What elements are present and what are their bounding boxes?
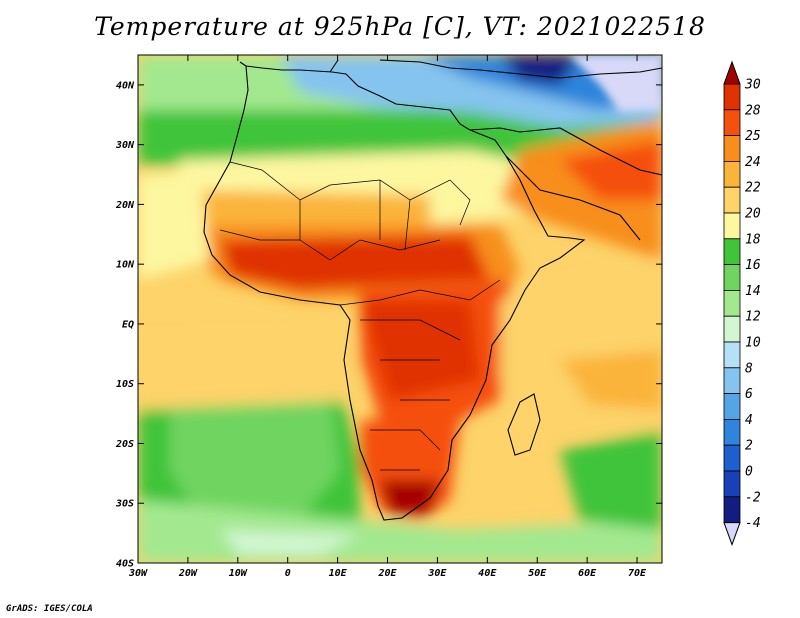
colorbar-level-label: 0 <box>745 465 753 480</box>
colorbar-level-label: 18 <box>745 232 761 247</box>
colorbar-segment <box>723 212 741 240</box>
temperature-field <box>138 55 662 563</box>
field-kalahari-core <box>380 480 440 515</box>
colorbar-level-label: 4 <box>745 413 753 428</box>
field-indian-orange <box>560 350 662 410</box>
colorbar-segment <box>723 393 741 420</box>
lat-tick-label: 10S <box>116 379 134 390</box>
colorbar-segment <box>723 496 741 523</box>
field-indian-green <box>560 430 662 530</box>
lon-tick-label: 60E <box>578 568 597 579</box>
lon-tick-label: 40E <box>478 568 497 579</box>
lon-axis: 30W 20W 10W 0 10E 20E 30E 40E 50E 60E 70E <box>128 55 647 579</box>
colorbar-segment <box>723 135 741 162</box>
field-sahel-red <box>220 235 490 290</box>
europe-coast <box>239 59 662 79</box>
colorbar-segment <box>723 470 741 498</box>
lon-tick-label: 70E <box>628 568 647 579</box>
colorbar-segment <box>723 289 741 317</box>
footer-credit: GrADS: IGES/COLA <box>6 604 93 614</box>
africa-coast <box>203 65 586 521</box>
lat-tick-label: 20S <box>115 439 134 450</box>
colorbar-segment <box>723 264 741 291</box>
colorbar-segment <box>723 315 741 343</box>
colorbar-level-label: 16 <box>745 258 761 273</box>
lon-tick-label: 30E <box>427 568 447 579</box>
arabia-coast <box>469 127 662 241</box>
colorbar-level-label: 30 <box>744 78 761 93</box>
colorbar-level-label: 24 <box>745 155 761 170</box>
colorbar-level-label: 2 <box>745 439 753 454</box>
map-frame <box>137 54 663 564</box>
colorbar-segment <box>723 160 741 188</box>
colorbar-level-label: 28 <box>745 103 761 118</box>
colorbar-segment <box>723 418 741 446</box>
colorbar-segment <box>723 367 741 394</box>
colorbar-level-label: -4 <box>745 516 761 531</box>
borders <box>219 161 501 471</box>
colorbar-segment <box>723 109 741 137</box>
country-borders <box>219 161 501 471</box>
colorbar-level-label: 20 <box>745 207 761 222</box>
lat-tick-label: EQ <box>122 319 134 330</box>
colorbar-segment <box>723 186 741 214</box>
madagascar-coast <box>507 393 541 456</box>
colorbar-top-arrow <box>723 60 741 85</box>
lat-tick-label: 30S <box>115 499 134 510</box>
coastlines <box>203 59 662 521</box>
lon-tick-label: 30W <box>128 568 148 579</box>
colorbar-level-label: 22 <box>745 181 761 196</box>
lon-tick-label: 10E <box>329 568 348 579</box>
lon-tick-label: 0 <box>285 568 291 579</box>
colorbar-level-label: -2 <box>745 490 761 505</box>
lon-tick-label: 20E <box>377 568 397 579</box>
colorbar-segment <box>723 83 741 111</box>
map-title: Temperature at 925hPa [C], VT: 202102251… <box>94 12 706 41</box>
colorbar-segment <box>723 444 741 472</box>
field-gulf-yellow <box>138 335 360 410</box>
colorbar-segment <box>723 238 741 266</box>
colorbar-level-label: 12 <box>745 310 761 325</box>
lon-tick-label: 10W <box>229 568 248 579</box>
field-atlantic-core <box>170 400 340 520</box>
colorbar-segment <box>723 341 741 369</box>
field-central-core <box>360 300 480 400</box>
field-south-cold <box>220 530 360 555</box>
colorbar-level-label: 6 <box>745 387 753 402</box>
lat-tick-label: 40S <box>116 559 134 570</box>
colorbar-level-label: 25 <box>745 129 761 144</box>
field-arabia-red <box>560 140 662 200</box>
lon-tick-label: 20W <box>178 568 198 579</box>
lat-tick-label: 30N <box>115 140 135 151</box>
field-canary-pale <box>138 170 210 280</box>
lat-tick-label: 40N <box>116 80 135 91</box>
lat-tick-label: 20N <box>115 200 135 211</box>
field-lavender <box>570 55 662 112</box>
colorbar-level-label: 8 <box>745 361 753 376</box>
colorbar-bottom-arrow <box>723 522 741 547</box>
colorbar-level-label: 14 <box>745 284 761 299</box>
lon-tick-label: 50E <box>528 568 547 579</box>
colorbar-level-label: 10 <box>745 336 761 351</box>
lat-tick-label: 10N <box>116 260 135 271</box>
lat-axis: 40N 30N 20N 10N EQ 10S 20S 30S 40S <box>115 80 662 570</box>
